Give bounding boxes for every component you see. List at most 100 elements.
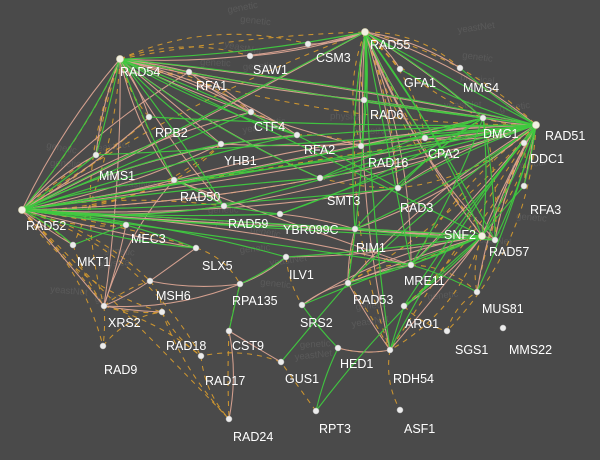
node-ilv1[interactable] [282, 253, 290, 261]
node-rfa3[interactable] [520, 182, 528, 190]
node-rad53[interactable] [344, 279, 352, 287]
node-gfa1[interactable] [396, 65, 404, 73]
node-yhb1[interactable] [217, 140, 225, 148]
node-label-rad17: RAD17 [205, 374, 245, 388]
edge-RAD52-ILV1 [21, 209, 287, 258]
node-label-ddc1: DDC1 [530, 152, 564, 166]
node-rad54[interactable] [116, 55, 124, 63]
node-ybr099c[interactable] [276, 210, 284, 218]
node-rad24[interactable] [225, 415, 233, 423]
node-label-rad50: RAD50 [180, 190, 220, 204]
node-label-msh6: MSH6 [156, 289, 191, 303]
node-ctf4[interactable] [247, 108, 255, 116]
edge-RAD53-RDH54 [347, 282, 391, 351]
edge-RAD55-DMC1 [364, 31, 484, 119]
node-rfa1[interactable] [185, 68, 193, 76]
node-xrs2[interactable] [100, 302, 108, 310]
node-label-asf1: ASF1 [404, 422, 435, 436]
node-rad55[interactable] [361, 28, 369, 36]
edge-RAD51-SGS1 [446, 124, 537, 332]
node-msh6[interactable] [146, 277, 154, 285]
edge-RAD55-RAD3 [364, 31, 399, 189]
node-rad9[interactable] [99, 342, 107, 350]
node-label-rim1: RIM1 [356, 241, 386, 255]
edge-SNF2-ILV1 [285, 235, 483, 258]
edge-CTF4-RFA2 [250, 111, 298, 136]
edge-RAD51-RAD6 [363, 99, 537, 126]
node-mec3[interactable] [122, 221, 130, 229]
node-rad50[interactable] [170, 176, 178, 184]
node-cpa2[interactable] [421, 134, 429, 142]
node-cst9[interactable] [225, 327, 233, 335]
node-rad52[interactable] [18, 206, 26, 214]
edge-DMC1-RAD57 [482, 117, 496, 241]
node-label-rad6: RAD6 [370, 108, 403, 122]
node-rad18[interactable] [158, 308, 166, 316]
node-label-rad53: RAD53 [353, 293, 393, 307]
node-srs2[interactable] [298, 301, 306, 309]
edge-SMT3-RAD3 [319, 177, 399, 189]
edge-RAD54-CTF4 [119, 58, 252, 113]
edge-RAD51-GFA1 [399, 68, 537, 126]
node-rad6[interactable] [360, 96, 368, 104]
node-rfa2[interactable] [293, 131, 301, 139]
node-rad51[interactable] [532, 121, 540, 129]
node-rad3[interactable] [394, 184, 402, 192]
node-mkt1[interactable] [69, 241, 77, 249]
edge-RAD52-SLX5 [21, 209, 197, 249]
edge-RAD54-SNF2 [119, 58, 483, 237]
edge-RAD52-RAD9 [21, 209, 104, 347]
node-asf1[interactable] [396, 406, 404, 414]
node-mms1[interactable] [92, 151, 100, 159]
edge-SNF2-RDH54 [389, 235, 483, 351]
edge-RAD55-RAD3 [364, 31, 399, 189]
node-aro1[interactable] [400, 302, 408, 310]
node-snf2[interactable] [478, 232, 486, 240]
node-label-rfa1: RFA1 [196, 79, 227, 93]
node-mms4[interactable] [456, 64, 464, 72]
node-rdh54[interactable] [386, 346, 394, 354]
node-rad17[interactable] [197, 352, 205, 360]
edge-CST9-RPA135 [228, 283, 241, 332]
node-label-rad24: RAD24 [233, 430, 273, 444]
node-rpb2[interactable] [145, 113, 153, 121]
node-mre11[interactable] [407, 261, 415, 269]
node-rim1[interactable] [351, 225, 359, 233]
edge-RAD52-RPB2 [21, 116, 150, 211]
node-rpt3[interactable] [312, 407, 320, 415]
edge-RAD55-RAD16 [352, 31, 366, 147]
node-dmc1[interactable] [479, 114, 487, 122]
edge-RAD54-RAD50 [119, 58, 175, 181]
node-hed1[interactable] [334, 344, 342, 352]
node-label-snf2: SNF2 [444, 228, 476, 242]
node-mus81[interactable] [473, 288, 481, 296]
node-label-mus81: MUS81 [482, 302, 524, 316]
edge-HED1-RPT3 [315, 347, 339, 412]
edge-RFA2-RAD16 [296, 134, 362, 147]
edge-RPT3-GUS1 [280, 361, 317, 412]
edge-RAD52-RAD24 [21, 209, 230, 420]
node-label-rad16: RAD16 [368, 156, 408, 170]
node-slx5[interactable] [192, 244, 200, 252]
node-layer[interactable] [18, 28, 540, 423]
edge-SNF2-ARO1 [403, 235, 483, 307]
node-label-rpt3: RPT3 [319, 422, 351, 436]
edge-ARO1-RDH54 [389, 305, 405, 351]
node-ddc1[interactable] [520, 139, 528, 147]
edge-RAD53-RDH54 [347, 282, 391, 351]
node-rad59[interactable] [220, 202, 228, 210]
node-rpa135[interactable] [236, 280, 244, 288]
node-mms22[interactable] [499, 324, 507, 332]
node-sgs1[interactable] [443, 327, 451, 335]
edge-GUS1-RAD17 [200, 352, 282, 363]
node-rad57[interactable] [491, 236, 499, 244]
node-smt3[interactable] [316, 174, 324, 182]
node-rad16[interactable] [357, 142, 365, 150]
edge-RAD54-RAD52 [21, 58, 121, 211]
node-saw1[interactable] [246, 52, 254, 60]
node-label-xrs2: XRS2 [108, 316, 141, 330]
node-csm3[interactable] [304, 40, 312, 48]
node-gus1[interactable] [277, 358, 285, 366]
